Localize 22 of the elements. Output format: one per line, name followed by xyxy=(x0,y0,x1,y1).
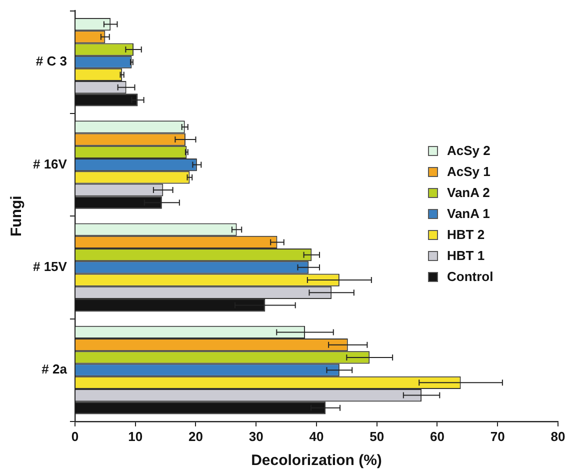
x-tick-label: 70 xyxy=(490,428,505,444)
legend-label: HBT 1 xyxy=(447,248,485,263)
x-axis-title: Decolorization (%) xyxy=(251,452,382,470)
legend-label: VanA 2 xyxy=(447,185,490,200)
legend-label: Control xyxy=(447,269,494,284)
y-tick-label: # 2a xyxy=(42,362,68,377)
legend-label: VanA 1 xyxy=(447,206,490,221)
legend-label: AcSy 2 xyxy=(447,143,490,158)
y-tick-label: # 15V xyxy=(32,259,68,274)
x-tick-label: 10 xyxy=(128,428,143,444)
x-tick-label: 0 xyxy=(71,428,79,444)
x-tick-label: 60 xyxy=(430,428,444,444)
x-tick-label: 50 xyxy=(370,428,384,444)
x-tick-label: 30 xyxy=(248,428,264,444)
x-tick-label: 40 xyxy=(309,428,324,444)
y-tick-label: # C 3 xyxy=(36,54,67,69)
legend-label: HBT 2 xyxy=(447,227,485,242)
x-tick-label: 20 xyxy=(188,428,203,444)
x-tick-label: 80 xyxy=(550,428,566,444)
y-tick-label: # 16V xyxy=(32,156,68,172)
legend-label: AcSy 1 xyxy=(447,164,490,179)
y-axis-title: Fungi xyxy=(8,196,26,237)
